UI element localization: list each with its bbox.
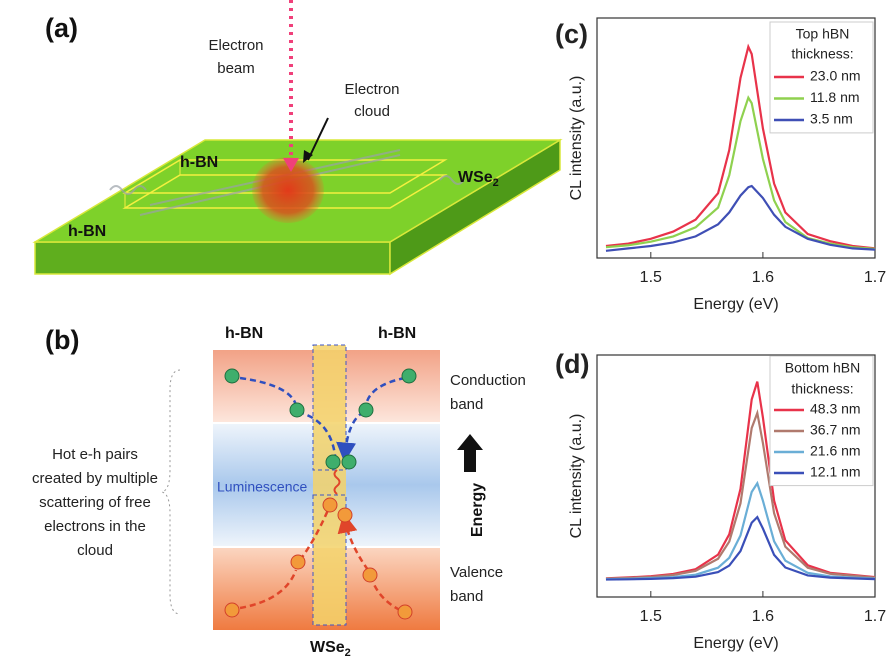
plot-frame <box>596 17 876 259</box>
panel-label: (c) <box>555 19 588 49</box>
slab-front <box>34 241 391 275</box>
legend-label: 21.6 nm <box>810 443 861 459</box>
note: created by multiple <box>32 470 158 487</box>
chart: 1.5 1.6 1.7 Energy (eV) CL intensity (a.u.) (… <box>555 349 886 652</box>
x-axis-label: Energy (eV) <box>693 296 778 313</box>
cloud-arrowhead <box>303 150 313 163</box>
holes <box>224 497 413 620</box>
panel-label: (b) <box>45 325 79 355</box>
note: Hot e-h pairs <box>52 446 138 463</box>
brace <box>161 369 181 615</box>
legend-label: 36.7 nm <box>810 422 861 438</box>
legend-title: thickness: <box>791 46 853 62</box>
series-line <box>605 43 876 250</box>
beam-label: Electron <box>208 37 263 54</box>
legend-title: thickness: <box>791 381 853 397</box>
energy-arrow <box>457 434 483 472</box>
x-tick-label: 1.6 <box>752 269 774 286</box>
x-tick-label: 1.7 <box>864 269 886 286</box>
valence-label: band <box>450 588 483 605</box>
beam-arrow <box>283 158 299 172</box>
cloud-arrow <box>307 117 329 161</box>
panel-label: (a) <box>45 13 78 43</box>
wse2-main: WSe <box>458 169 493 186</box>
legend-label: 12.1 nm <box>810 464 861 480</box>
wse2-label: WSe2 <box>458 169 499 189</box>
lattice <box>109 149 465 216</box>
plot-frame <box>596 354 876 598</box>
legend-label: 23.0 nm <box>810 68 861 84</box>
cloud-label: Electron <box>344 81 399 98</box>
legend-label: 11.8 nm <box>810 89 860 105</box>
x-tick-label: 1.6 <box>752 608 774 625</box>
panel-b: (b) h-BN h-BN Conduction band Luminescen… <box>32 325 526 659</box>
series-line <box>605 515 876 581</box>
legend-title: Top hBN <box>796 26 850 42</box>
legend-box <box>769 355 874 487</box>
panel-a: (a) Electron beam Electron cloud h-BN h-… <box>32 0 563 276</box>
panel-label: (d) <box>555 349 589 379</box>
legend-label: 48.3 nm <box>810 401 861 417</box>
legend-title: Bottom hBN <box>785 360 860 376</box>
wse2-outline <box>312 344 347 471</box>
electron-path <box>239 376 406 455</box>
x-axis-label: Energy (eV) <box>693 635 778 652</box>
series-line <box>605 408 876 580</box>
x-tick-label: 1.5 <box>640 269 662 286</box>
luminescence-label: Luminescence <box>217 479 307 495</box>
energy-label: Energy <box>469 483 486 537</box>
wse2-sub: 2 <box>345 647 351 659</box>
conduction-label: band <box>450 396 483 413</box>
note: scattering of free <box>39 494 151 511</box>
wse2-main: WSe <box>310 639 345 656</box>
conduction-label: Conduction <box>450 372 526 389</box>
y-axis-label: CL intensity (a.u.) <box>568 76 585 201</box>
series-line <box>605 184 876 252</box>
wse2-label: WSe2 <box>310 639 351 659</box>
valence-label: Valence <box>450 564 503 581</box>
note: cloud <box>77 542 113 559</box>
legend-label: 3.5 nm <box>810 111 853 127</box>
hbn-label: h-BN <box>68 223 106 240</box>
hbn-label: h-BN <box>225 325 263 342</box>
y-axis-label: CL intensity (a.u.) <box>568 414 585 539</box>
note: electrons in the <box>44 518 146 535</box>
wse2-outline <box>312 494 347 626</box>
beam-label: beam <box>217 60 255 77</box>
wse2-sub: 2 <box>493 177 499 189</box>
electrons <box>224 368 417 470</box>
x-tick-label: 1.7 <box>864 608 886 625</box>
chart: 1.5 1.6 1.7 Energy (eV) CL intensity (a.u.) (… <box>555 17 886 313</box>
x-tick-label: 1.5 <box>640 608 662 625</box>
hbn-label: h-BN <box>180 154 218 171</box>
hbn-label: h-BN <box>378 325 416 342</box>
emission <box>333 469 341 495</box>
electron-cloud <box>252 157 324 223</box>
cloud-label: cloud <box>354 103 390 120</box>
wse2-strip <box>313 345 346 625</box>
